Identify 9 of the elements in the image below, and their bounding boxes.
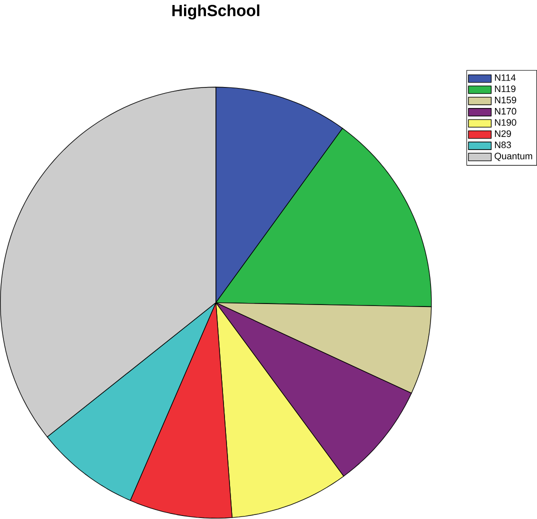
legend-label: N114 <box>495 74 516 82</box>
legend-label: N29 <box>495 130 511 138</box>
legend-label: N190 <box>495 119 516 126</box>
legend-label: N119 <box>495 86 516 92</box>
legend-label: N83 <box>495 142 511 148</box>
legend-label: N159 <box>495 96 516 104</box>
chart-title: HighSchool <box>172 4 260 20</box>
legend-label: Quantum <box>494 153 532 162</box>
legend-label: N170 <box>495 108 516 115</box>
